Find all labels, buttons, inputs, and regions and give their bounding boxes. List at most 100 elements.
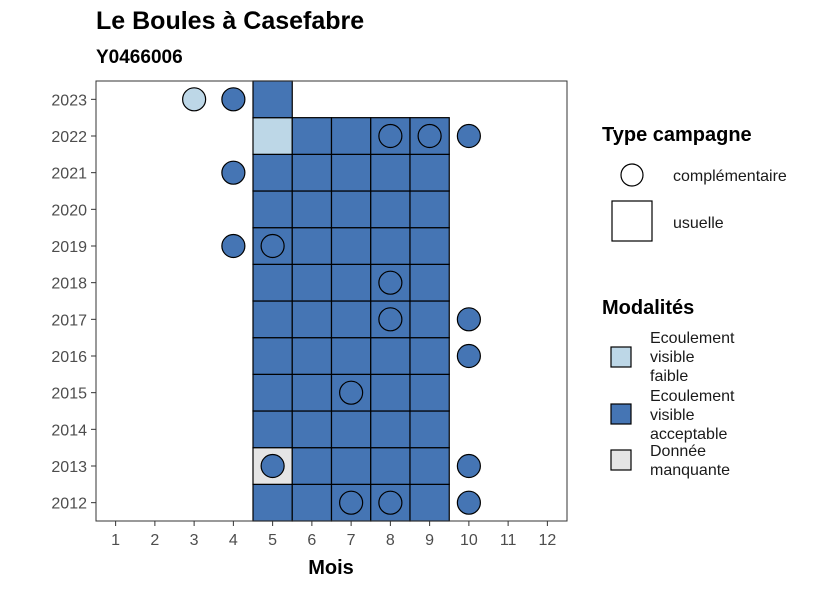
y-tick-label: 2015	[51, 386, 87, 403]
usuelle-cell-2021-9	[409, 153, 450, 192]
usuelle-cell-2016-7	[330, 337, 372, 375]
usuelle-cell-2019-7	[330, 227, 372, 265]
usuelle-cell-2020-8	[370, 190, 411, 229]
complementaire-point-2013-10	[456, 453, 481, 479]
usuelle-cell-2013-8	[370, 447, 411, 485]
y-tick-label: 2020	[51, 202, 87, 219]
complementaire-point-2015-7	[339, 380, 364, 405]
usuelle-cell-2013-9	[409, 447, 450, 485]
usuelle-cell-2018-5	[252, 263, 293, 302]
complementaire-point-2017-8	[378, 307, 403, 332]
usuelle-cell-2014-9	[409, 410, 450, 449]
legend-label-manquante: Donnée	[650, 443, 706, 460]
complementaire-point-2017-10	[456, 307, 481, 332]
usuelle-cell-2014-6	[291, 410, 333, 449]
x-tick-label: 6	[307, 532, 316, 549]
complementaire-point-2023-3	[182, 87, 207, 112]
x-tick-label: 10	[460, 532, 478, 549]
usuelle-cell-2022-8	[370, 117, 411, 155]
usuelle-cell-2019-8	[370, 227, 411, 265]
usuelle-cell-2018-7	[330, 263, 372, 302]
legend-label-faible: visible	[650, 349, 695, 366]
x-tick-label: 2	[150, 532, 159, 549]
complementaire-point-2012-7	[339, 490, 364, 515]
usuelle-cell-2018-9	[409, 263, 450, 302]
usuelle-cell-2023-5	[252, 80, 293, 119]
legend-label-acceptable: acceptable	[650, 426, 727, 443]
x-tick-label: 3	[190, 532, 199, 549]
complementaire-point-2021-4	[221, 160, 246, 185]
y-tick-label: 2017	[51, 312, 87, 329]
usuelle-cell-2022-7	[330, 117, 372, 155]
usuelle-cell-2021-7	[330, 153, 372, 192]
plot-border	[95, 80, 568, 522]
legend-modalites: Modalités Ecoulement visible faible Ecoulem…	[602, 297, 735, 479]
legend-type-title: Type campagne	[602, 124, 752, 146]
usuelle-cell-2019-9	[409, 227, 450, 265]
x-tick-label: 7	[347, 532, 356, 549]
y-tick-label: 2013	[51, 459, 87, 476]
legend-label-faible: faible	[650, 368, 688, 385]
legend-modalites-title: Modalités	[602, 297, 694, 319]
usuelle-cell-2015-8	[370, 373, 411, 412]
legend-label-acceptable: visible	[650, 407, 695, 424]
x-tick-label: 1	[111, 532, 120, 549]
usuelle-cell-2014-7	[330, 410, 372, 449]
complementaire-point-2022-10	[456, 123, 481, 149]
usuelle-cell-2012-6	[291, 483, 333, 522]
y-tick-label: 2021	[51, 166, 87, 183]
x-tick-label: 11	[500, 532, 517, 549]
usuelle-cell-2015-9	[409, 373, 450, 412]
usuelle-cell-2022-5	[252, 117, 293, 155]
chart-subtitle: Y0466006	[96, 47, 183, 68]
usuelle-cell-2020-5	[252, 190, 293, 229]
y-axis: 2012 2013 2014 2015 2016 2017 2018 2019 2020 2021…	[51, 92, 96, 513]
plot-area	[182, 80, 481, 522]
legend-circle-key	[620, 163, 644, 187]
usuelle-cell-2021-5	[252, 153, 293, 192]
usuelle-cell-2017-6	[291, 300, 333, 339]
usuelle-cell-2016-9	[409, 337, 450, 375]
complementaire-point-2022-8	[378, 123, 403, 149]
complementaire-point-2012-10	[456, 490, 481, 515]
y-tick-label: 2012	[51, 496, 87, 513]
usuelle-cell-2014-5	[252, 410, 293, 449]
usuelle-cell-2015-5	[252, 373, 293, 412]
usuelle-cell-2022-6	[291, 117, 333, 155]
legend-key-faible	[610, 346, 632, 368]
usuelle-cell-2021-6	[291, 153, 333, 192]
x-tick-label: 8	[386, 532, 395, 549]
usuelle-cell-2021-8	[370, 153, 411, 192]
usuelle-cell-2013-7	[330, 447, 372, 485]
legend-label-manquante: manquante	[650, 462, 730, 479]
legend-key-acceptable	[610, 403, 632, 425]
usuelle-cell-2017-7	[330, 300, 372, 339]
usuelle-cell-2020-6	[291, 190, 333, 229]
y-tick-label: 2023	[51, 92, 87, 109]
legend-complementaire-label: complémentaire	[673, 168, 787, 185]
x-tick-label: 9	[425, 532, 434, 549]
complementaire-point-2012-8	[378, 490, 403, 515]
y-tick-label: 2019	[51, 239, 87, 256]
usuelle-cell-2020-7	[330, 190, 372, 229]
usuelle-cell-2012-5	[252, 483, 293, 522]
usuelle-cell-2016-5	[252, 337, 293, 375]
legend-label-faible: Ecoulement	[650, 330, 735, 347]
complementaire-point-2013-5	[260, 453, 285, 479]
usuelle-cell-2013-6	[291, 447, 333, 485]
complementaire-point-2019-5	[260, 233, 285, 259]
usuelle-cell-2016-6	[291, 337, 333, 375]
legend-key-manquante	[610, 449, 632, 471]
y-tick-label: 2016	[51, 349, 87, 366]
usuelle-cell-2018-6	[291, 263, 333, 302]
legend-usuelle-label: usuelle	[673, 215, 724, 232]
complementaire-point-2019-4	[221, 233, 246, 259]
y-tick-label: 2018	[51, 276, 87, 293]
y-tick-label: 2014	[51, 422, 87, 439]
usuelle-cell-2012-9	[409, 483, 450, 522]
usuelle-cell-2017-9	[409, 300, 450, 339]
complementaire-point-2023-4	[221, 87, 246, 112]
x-tick-label: 4	[229, 532, 238, 549]
usuelle-cell-2017-5	[252, 300, 293, 339]
